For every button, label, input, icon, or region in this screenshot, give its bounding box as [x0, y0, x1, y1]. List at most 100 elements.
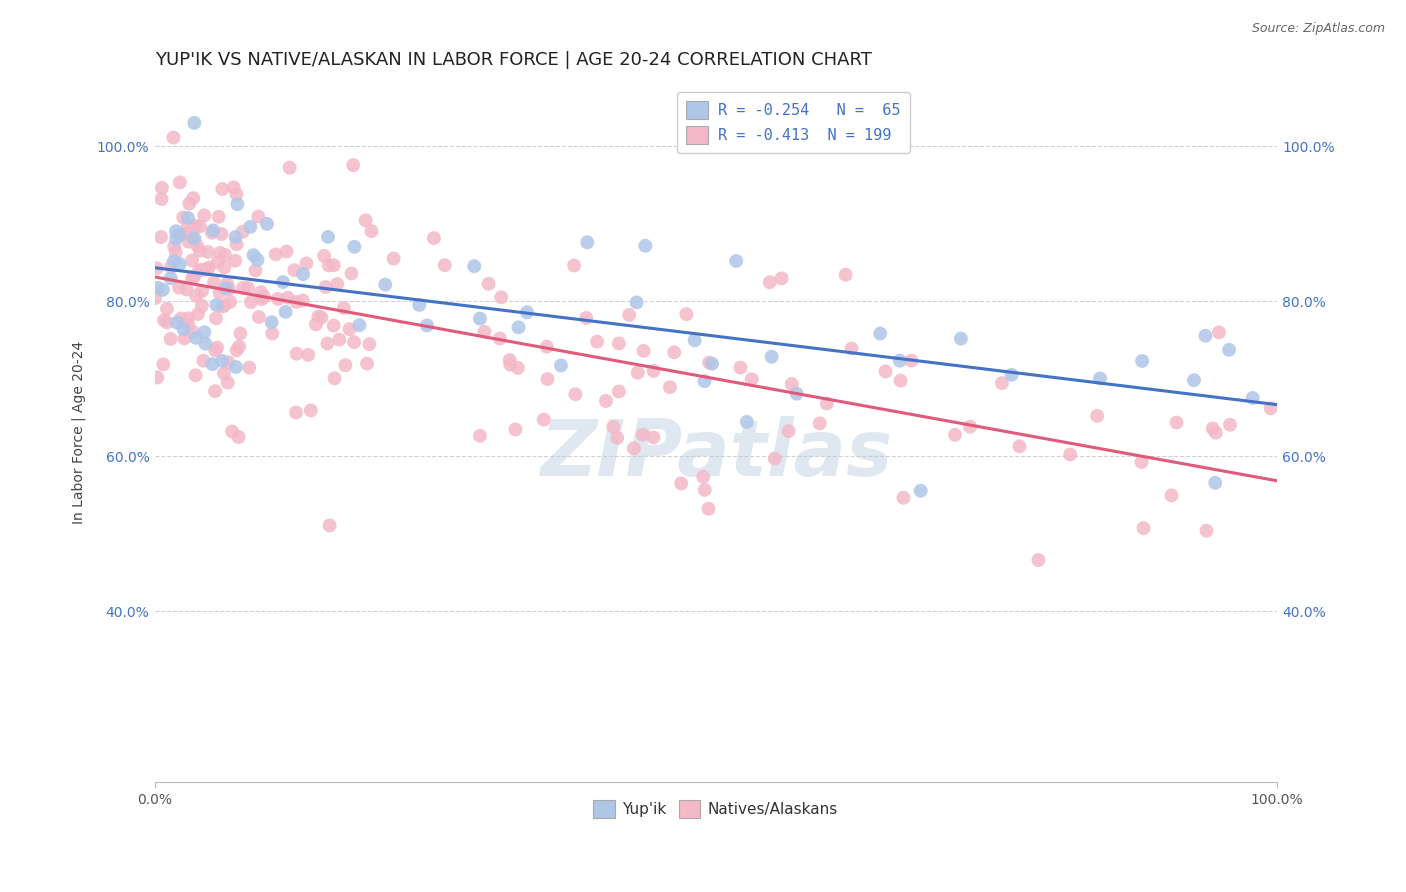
Point — [226, 197, 249, 211]
Point — [1208, 326, 1230, 340]
Point — [204, 384, 226, 399]
Point — [730, 360, 752, 375]
Point — [253, 290, 276, 304]
Point — [322, 258, 344, 272]
Point — [221, 425, 243, 439]
Point — [163, 240, 186, 254]
Point — [834, 268, 856, 282]
Point — [176, 283, 198, 297]
Point — [214, 281, 236, 295]
Point — [342, 158, 364, 172]
Point — [291, 293, 314, 308]
Point — [607, 384, 630, 399]
Point — [276, 244, 298, 259]
Point — [193, 325, 215, 339]
Y-axis label: In Labor Force | Age 20-24: In Labor Force | Age 20-24 — [72, 342, 86, 524]
Point — [314, 249, 336, 263]
Point — [900, 353, 922, 368]
Point — [623, 442, 645, 456]
Point — [316, 230, 339, 244]
Point — [169, 227, 191, 242]
Point — [516, 305, 538, 319]
Point — [229, 326, 252, 341]
Point — [643, 364, 665, 378]
Point — [152, 357, 174, 371]
Point — [474, 325, 496, 339]
Point — [156, 301, 179, 316]
Point — [761, 350, 783, 364]
Point — [285, 347, 308, 361]
Point — [536, 340, 558, 354]
Point — [225, 187, 247, 202]
Point — [662, 345, 685, 359]
Point — [550, 359, 572, 373]
Point — [595, 394, 617, 409]
Point — [202, 275, 225, 289]
Point — [225, 237, 247, 252]
Point — [283, 263, 305, 277]
Point — [247, 210, 270, 224]
Point — [328, 333, 350, 347]
Point — [1182, 373, 1205, 387]
Point — [212, 367, 235, 381]
Point — [322, 318, 344, 333]
Point — [602, 420, 624, 434]
Point — [359, 337, 381, 351]
Point — [562, 259, 585, 273]
Point — [1205, 425, 1227, 440]
Point — [169, 257, 191, 271]
Point — [292, 267, 315, 281]
Point — [808, 417, 831, 431]
Point — [631, 427, 654, 442]
Point — [207, 255, 229, 269]
Point — [191, 284, 214, 298]
Point — [311, 310, 333, 325]
Point — [786, 386, 808, 401]
Point — [236, 281, 259, 295]
Point — [211, 354, 233, 368]
Point — [179, 196, 201, 211]
Point — [307, 310, 329, 324]
Point — [1219, 417, 1241, 432]
Point — [477, 277, 499, 291]
Point — [205, 298, 228, 312]
Point — [506, 360, 529, 375]
Point — [165, 232, 187, 246]
Point — [173, 322, 195, 336]
Point — [274, 305, 297, 319]
Point — [256, 217, 278, 231]
Point — [163, 254, 186, 268]
Point — [285, 405, 308, 419]
Legend: Yup'ik, Natives/Alaskans: Yup'ik, Natives/Alaskans — [588, 795, 845, 824]
Point — [959, 419, 981, 434]
Point — [181, 231, 204, 245]
Point — [170, 311, 193, 326]
Point — [1218, 343, 1240, 357]
Point — [633, 343, 655, 358]
Point — [245, 263, 267, 277]
Point — [150, 181, 173, 195]
Point — [211, 227, 233, 241]
Point — [295, 256, 318, 270]
Point — [222, 180, 245, 194]
Point — [305, 318, 328, 332]
Point — [264, 247, 287, 261]
Point — [700, 357, 723, 371]
Point — [166, 316, 188, 330]
Point — [491, 290, 513, 304]
Point — [186, 288, 208, 302]
Point — [1130, 354, 1153, 368]
Point — [197, 245, 219, 260]
Point — [228, 430, 250, 444]
Point — [508, 320, 530, 334]
Text: Source: ZipAtlas.com: Source: ZipAtlas.com — [1251, 22, 1385, 36]
Point — [408, 298, 430, 312]
Point — [343, 240, 366, 254]
Point — [1204, 475, 1226, 490]
Point — [326, 277, 349, 291]
Point — [267, 292, 290, 306]
Point — [225, 230, 247, 244]
Point — [607, 336, 630, 351]
Point — [335, 358, 357, 372]
Point — [374, 277, 396, 292]
